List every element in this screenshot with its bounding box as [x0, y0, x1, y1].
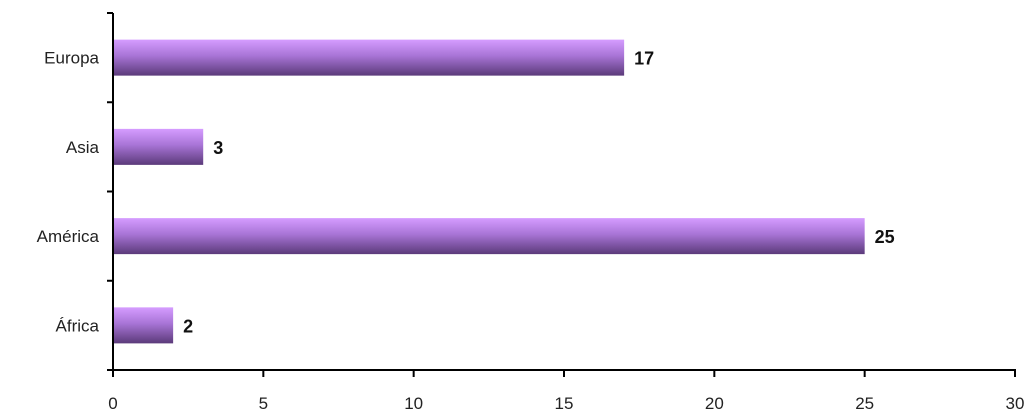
data-label-africa: 2: [183, 316, 193, 336]
bar-america: [114, 218, 865, 255]
x-tick-label: 30: [1006, 394, 1025, 413]
data-label-europa: 17: [634, 49, 654, 69]
category-label-africa: África: [56, 316, 100, 335]
data-label-asia: 3: [213, 138, 223, 158]
x-tick-label: 20: [705, 394, 724, 413]
x-tick-label: 5: [259, 394, 268, 413]
bar-africa: [114, 307, 174, 344]
bar-europa: [114, 39, 625, 76]
category-label-america: América: [37, 227, 100, 246]
x-tick-label: 10: [404, 394, 423, 413]
x-tick-label: 15: [555, 394, 574, 413]
data-label-america: 25: [875, 227, 895, 247]
x-tick-label: 0: [108, 394, 117, 413]
bar-asia: [114, 128, 204, 165]
x-tick-label: 25: [855, 394, 874, 413]
category-label-asia: Asia: [66, 138, 100, 157]
category-label-europa: Europa: [44, 49, 99, 68]
